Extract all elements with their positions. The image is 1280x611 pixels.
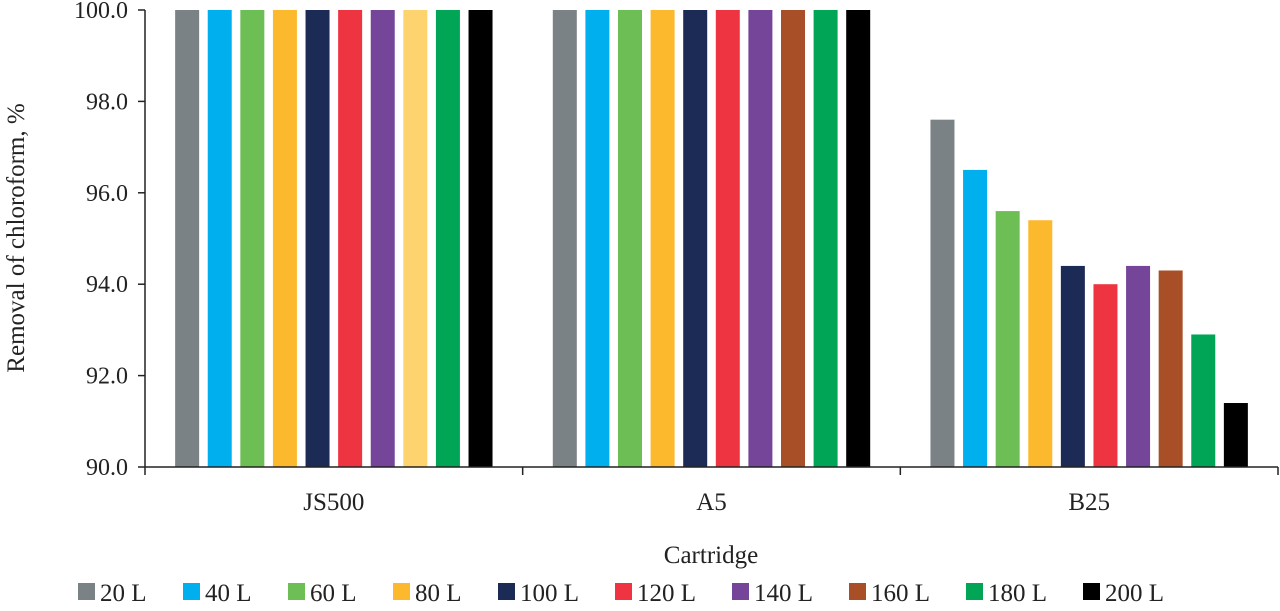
legend-swatch: [732, 583, 749, 600]
bar-js500-100l: [305, 10, 330, 467]
x-tick-label: JS500: [303, 489, 364, 516]
y-tick-label: 90.0: [86, 455, 128, 481]
y-tick-label: 98.0: [86, 89, 128, 115]
bar-js500-120l: [338, 10, 363, 467]
bar-a5-40l: [585, 10, 610, 467]
legend-item: 120 L: [615, 580, 696, 607]
bar-a5-60l: [618, 10, 642, 467]
legend-label: 80 L: [415, 580, 462, 606]
y-tick-label: 100.0: [74, 0, 128, 24]
legend-label: 20 L: [100, 580, 147, 606]
bar-js500-40l: [207, 10, 232, 467]
legend-item: 20 L: [78, 580, 147, 607]
legend-label: 200 L: [1105, 580, 1164, 606]
legend: 20 L 40 L 60 L 80 L 100 L 120 L 140 L 160 L 180 …: [78, 580, 1164, 607]
bar-b25-160l: [1158, 270, 1183, 467]
legend-swatch: [393, 583, 410, 600]
y-tick-label: 92.0: [86, 364, 128, 390]
bar-b25-100l: [1060, 265, 1085, 467]
bar-b25-20l: [930, 119, 955, 468]
legend-label: 180 L: [988, 580, 1047, 606]
legend-item: 140 L: [732, 580, 813, 607]
legend-swatch: [615, 583, 632, 600]
legend-label: 40 L: [205, 580, 252, 606]
legend-item: 80 L: [393, 580, 462, 607]
bar-js500-160l: [403, 10, 428, 467]
bar-b25-60l: [995, 211, 1020, 467]
x-tick-label: B25: [1068, 489, 1110, 516]
bars: [175, 10, 1248, 468]
legend-swatch: [498, 583, 515, 600]
bar-js500-80l: [272, 10, 297, 467]
legend-label: 160 L: [871, 580, 930, 606]
y-tick-label: 96.0: [86, 181, 128, 207]
bar-b25-200l: [1223, 403, 1248, 467]
bar-a5-80l: [650, 10, 675, 467]
legend-swatch: [1083, 583, 1100, 600]
legend-label: 120 L: [637, 580, 696, 606]
x-ticks: JS500 A5 B25: [144, 467, 1279, 516]
legend-item: 100 L: [498, 580, 579, 607]
bar-a5-180l: [813, 10, 838, 467]
bar-js500-180l: [435, 10, 460, 467]
bar-a5-20l: [552, 10, 577, 467]
legend-swatch: [78, 583, 95, 600]
bar-b25-180l: [1191, 334, 1216, 467]
legend-label: 140 L: [754, 580, 813, 606]
legend-label: 60 L: [310, 580, 357, 606]
legend-swatch: [183, 583, 200, 600]
bar-a5-200l: [846, 10, 871, 467]
bar-a5-120l: [715, 10, 740, 467]
bar-js500-20l: [175, 10, 200, 467]
legend-label: 100 L: [520, 580, 579, 606]
legend-swatch: [966, 583, 983, 600]
legend-item: 60 L: [288, 580, 357, 607]
bar-b25-120l: [1093, 284, 1118, 467]
bar-b25-140l: [1126, 265, 1151, 467]
y-ticks: 90.0 92.0 94.0 96.0 98.0 100.0: [74, 0, 145, 481]
bar-js500-140l: [370, 10, 395, 467]
bar-b25-80l: [1028, 220, 1053, 467]
x-axis-label: Cartridge: [664, 542, 758, 569]
bar-b25-40l: [963, 169, 988, 467]
x-tick-label: A5: [696, 489, 727, 516]
legend-swatch: [849, 583, 866, 600]
legend-item: 180 L: [966, 580, 1047, 607]
bar-js500-60l: [240, 10, 265, 467]
bar-a5-160l: [781, 10, 805, 467]
legend-item: 40 L: [183, 580, 252, 607]
legend-item: 200 L: [1083, 580, 1164, 607]
bar-js500-200l: [468, 10, 493, 467]
legend-swatch: [288, 583, 305, 600]
y-axis-label: Removal of chloroform, %: [3, 103, 30, 372]
y-tick-label: 94.0: [86, 272, 128, 298]
legend-item: 160 L: [849, 580, 930, 607]
bar-a5-100l: [683, 10, 708, 467]
bar-a5-140l: [748, 10, 773, 467]
